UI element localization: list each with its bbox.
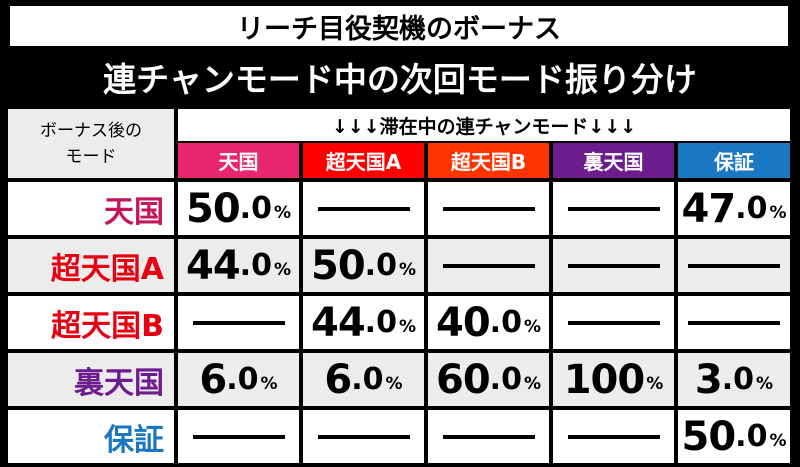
cell-integer: 3 [694,356,723,403]
table-cell: 47.0% [678,182,790,235]
column-header: 超天国B [428,143,549,178]
table-cell: 44.0% [303,296,424,349]
column-header: 超天国A [303,143,424,178]
cell-decimal: .0 [239,191,272,226]
cell-decimal: .0 [226,362,259,397]
cell-integer: 60 [436,356,491,403]
table-cell: 50.0% [303,239,424,292]
dash-line [688,263,780,268]
table-cell [428,410,549,463]
cell-percent: % [769,431,787,451]
column-header: 保証 [678,143,790,178]
dash-line [567,263,660,268]
cell-percent: % [398,260,416,280]
table-cell: 6.0% [303,353,424,406]
cell-decimal: .0 [351,362,384,397]
table-cell [178,410,299,463]
cell-integer: 44 [311,299,366,346]
table-cell [553,182,674,235]
dash-line [567,206,660,211]
title-line1: リーチ目役契機のボーナス [10,6,788,46]
cell-decimal: .0 [239,248,272,283]
column-header: 裏天国 [553,143,674,178]
cell-decimal: .0 [735,419,768,454]
table-cell [303,182,424,235]
header-left-line2: モード [65,146,117,167]
cell-integer: 50 [681,413,737,460]
cell-integer: 50 [186,185,241,232]
table-cell: 100% [553,353,674,406]
row-header: 裏天国 [8,353,174,406]
row-header: 超天国A [8,239,174,292]
dash-line [192,320,285,325]
table-cell [428,239,549,292]
dash-line [192,434,285,439]
table-cell: 3.0% [678,353,790,406]
cell-percent: % [385,374,403,394]
row-header: 天国 [8,182,174,235]
dash-line [317,434,410,439]
table-cell [428,182,549,235]
cell-decimal: .0 [735,191,768,226]
dash-line [442,263,535,268]
dash-line [567,320,660,325]
cell-integer: 6 [324,356,352,403]
row-header: 保証 [8,410,174,463]
cell-decimal: .0 [721,362,755,397]
dash-line [567,434,660,439]
table-cell: 60.0% [428,353,549,406]
table-cell [303,410,424,463]
table-cell: 40.0% [428,296,549,349]
table-cell: 6.0% [178,353,299,406]
row-header: 超天国B [8,296,174,349]
table-cell [178,296,299,349]
column-header: 天国 [178,143,299,178]
dash-line [442,434,535,439]
cell-percent: % [523,374,541,394]
cell-integer: 50 [311,242,366,289]
dash-line [688,320,780,325]
cell-decimal: .0 [364,248,397,283]
table-cell: 50.0% [178,182,299,235]
dash-line [442,206,535,211]
cell-integer: 44 [186,242,241,289]
cell-integer: 100 [563,356,645,403]
cell-decimal: .0 [364,305,397,340]
table-cell: 50.0% [678,410,790,463]
cell-percent: % [260,374,278,394]
title-line2: 連チャンモード中の次回モード振り分け [103,60,697,99]
dash-line [317,206,410,211]
cell-integer: 40 [436,299,491,346]
table-cell [553,296,674,349]
table-cell [678,239,790,292]
cell-percent: % [523,317,541,337]
table-cell [553,239,674,292]
cell-integer: 6 [199,356,227,403]
cell-percent: % [398,317,416,337]
table-cell [678,296,790,349]
cell-percent: % [273,260,291,280]
table-cell [553,410,674,463]
cell-percent: % [646,374,664,394]
cell-percent: % [756,374,774,394]
cell-percent: % [273,203,291,223]
header-left-line1: ボーナス後の [40,120,142,141]
cell-integer: 47 [681,185,737,232]
header-left: ボーナス後の モード [8,109,174,178]
current-mode-banner: ↓↓↓滞在中の連チャンモード↓↓↓ [178,109,790,141]
cell-decimal: .0 [489,362,522,397]
cell-decimal: .0 [489,305,522,340]
cell-percent: % [769,203,787,223]
table-cell: 44.0% [178,239,299,292]
